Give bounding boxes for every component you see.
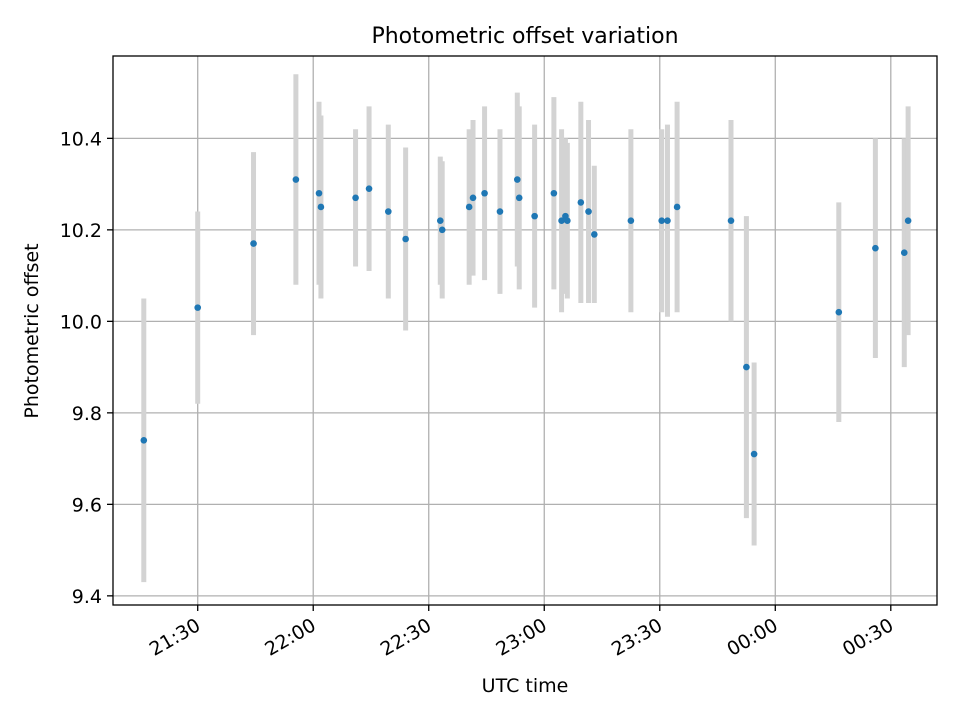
data-point xyxy=(292,176,300,183)
data-point xyxy=(140,437,148,444)
data-point xyxy=(438,226,446,234)
data-point xyxy=(385,208,392,215)
data-points xyxy=(140,176,912,458)
data-point xyxy=(515,194,523,202)
data-point xyxy=(402,235,409,243)
data-point xyxy=(365,185,373,192)
data-point xyxy=(194,304,202,311)
data-point xyxy=(872,244,879,252)
y-tick-label: 10.2 xyxy=(60,220,102,242)
data-point xyxy=(904,217,912,224)
data-point xyxy=(577,199,585,206)
data-point xyxy=(531,212,538,220)
data-point xyxy=(465,203,473,211)
data-point xyxy=(496,208,504,215)
data-point xyxy=(481,189,488,197)
data-point xyxy=(315,189,323,197)
data-point xyxy=(250,240,257,247)
y-tick-label: 9.4 xyxy=(72,586,102,608)
data-point xyxy=(352,194,359,202)
x-axis-label: UTC time xyxy=(482,675,569,697)
y-tick-label: 9.6 xyxy=(72,494,102,516)
y-tick-label: 10.0 xyxy=(60,311,102,333)
data-point xyxy=(513,176,521,183)
data-point xyxy=(664,217,671,224)
data-point xyxy=(469,194,477,202)
data-point xyxy=(558,217,565,224)
plot-frame xyxy=(112,55,938,606)
data-point xyxy=(750,450,758,458)
data-point xyxy=(627,217,635,224)
data-point xyxy=(564,217,571,224)
chart-title: Photometric offset variation xyxy=(371,24,678,49)
data-point xyxy=(658,217,665,224)
data-point xyxy=(550,189,558,197)
y-tick-label: 10.4 xyxy=(60,128,102,150)
data-point xyxy=(727,217,735,224)
data-point xyxy=(900,249,908,257)
data-point xyxy=(585,208,592,215)
y-axis-label: Photometric offset xyxy=(21,243,43,418)
data-point xyxy=(835,308,843,316)
data-point xyxy=(673,203,681,211)
y-axis-ticks: 9.4 9.6 9.8 10.0 10.2 10.4 xyxy=(60,128,113,608)
data-point xyxy=(591,231,598,238)
gridlines xyxy=(113,56,937,605)
data-point xyxy=(317,203,325,211)
data-point xyxy=(743,363,750,371)
y-tick-label: 9.8 xyxy=(72,403,102,425)
data-point xyxy=(436,217,444,224)
